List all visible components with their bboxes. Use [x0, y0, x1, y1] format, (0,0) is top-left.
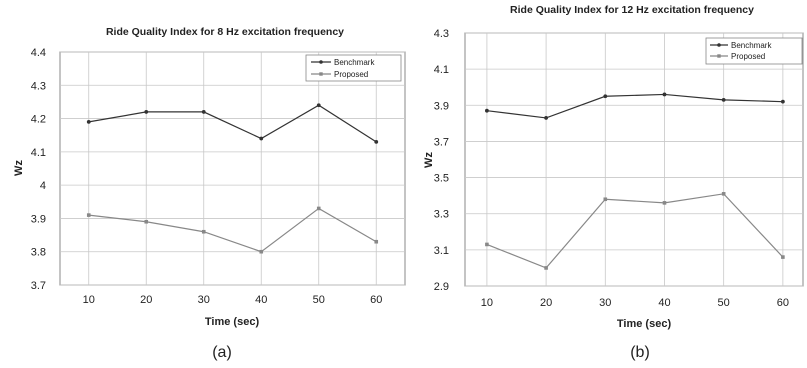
chart-b-proposed-line: [486, 193, 784, 269]
chart-b-benchmark-point-0: [485, 108, 489, 113]
chart-a-plot-area: [59, 51, 406, 286]
chart-b-plot-area: [464, 32, 804, 287]
chart-a-xtick-1: 20: [140, 294, 152, 306]
chart-b-ytick-labels: 2.9 3.1 3.3 3.5 3.7 3.9 4.1 4.3: [434, 28, 449, 293]
chart-b-legend-benchmark-label: Benchmark: [731, 41, 772, 50]
chart-b-ytick-2: 3.3: [434, 209, 449, 221]
chart-a-gridlines: [60, 51, 405, 286]
chart-a-xtick-3: 40: [255, 294, 267, 306]
chart-a-ytick-6: 4.3: [31, 80, 46, 92]
chart-b-legend: Benchmark Proposed: [705, 37, 803, 65]
chart-b-benchmark-point-3: [662, 92, 667, 97]
chart-b-ylabel: Wz: [423, 152, 435, 168]
chart-a-xtick-4: 50: [313, 294, 325, 306]
chart-b-ytick-1: 3.1: [434, 245, 449, 257]
chart-a-proposed-point-4: [316, 206, 321, 211]
chart-a-xtick-labels: 10 20 30 40 50 60: [83, 294, 383, 306]
chart-a-benchmark-point-5: [374, 139, 379, 144]
chart-a-legend-proposed-label: Proposed: [334, 70, 368, 79]
chart-a-proposed-point-2: [201, 229, 206, 234]
chart-a-proposed-line: [88, 207, 377, 253]
chart-b-proposed-point-2: [603, 197, 608, 202]
chart-a-proposed-point-3: [259, 249, 264, 254]
chart-a-benchmark-point-3: [259, 136, 264, 141]
chart-b-xtick-labels: 10 20 30 40 50 60: [481, 297, 789, 309]
chart-a-title: Ride Quality Index for 8 Hz excitation f…: [106, 26, 344, 38]
chart-a-xtick-5: 60: [370, 294, 382, 306]
chart-a-xtick-0: 10: [83, 294, 95, 306]
chart-b-xtick-3: 40: [658, 297, 670, 309]
chart-a-legend-proposed-marker: [319, 72, 323, 76]
chart-b-xtick-1: 20: [540, 297, 552, 309]
chart-b-ytick-3: 3.5: [434, 173, 449, 185]
chart-b-benchmark-point-2: [603, 94, 608, 99]
chart-b-proposed-point-3: [662, 201, 667, 205]
chart-b-ytick-0: 2.9: [434, 281, 449, 293]
chart-b-proposed-point-1: [544, 266, 548, 270]
chart-a-benchmark-point-1: [144, 110, 149, 114]
chart-a-ytick-labels: 3.7 3.8 3.9 4 4.1 4.2 4.3 4.4: [31, 47, 46, 292]
chart-a-ytick-4: 4.1: [31, 147, 46, 159]
chart-b-benchmark-line: [486, 93, 783, 119]
chart-a-ytick-0: 3.7: [31, 280, 46, 292]
chart-a-ytick-7: 4.4: [31, 47, 46, 59]
chart-b-ytick-7: 4.3: [434, 28, 449, 40]
chart-a-benchmark-point-4: [316, 103, 321, 108]
chart-b-xtick-5: 60: [777, 297, 789, 309]
chart-b-proposed-point-0: [485, 242, 489, 247]
chart-a-benchmark-point-0: [86, 120, 91, 124]
chart-a-proposed-point-0: [86, 213, 91, 217]
chart-a-legend-benchmark-label: Benchmark: [334, 58, 375, 67]
chart-a-xtick-2: 30: [198, 294, 210, 306]
chart-a-ytick-2: 3.9: [31, 213, 46, 225]
chart-b-benchmark-point-4: [721, 97, 726, 102]
chart-b-xtick-0: 10: [481, 297, 493, 309]
chart-b-gridlines: [465, 32, 803, 287]
chart-b-ytick-6: 4.1: [434, 64, 449, 76]
chart-a-proposed-point-5: [374, 239, 379, 244]
chart-a: Ride Quality Index for 8 Hz excitation f…: [13, 26, 406, 361]
chart-a-xlabel: Time (sec): [205, 316, 260, 328]
chart-a-ylabel: Wz: [13, 160, 25, 176]
chart-a-series: [86, 103, 379, 254]
chart-a-caption: (a): [212, 344, 232, 361]
chart-b-xtick-2: 30: [599, 297, 611, 309]
chart-b-proposed-point-5: [781, 255, 785, 259]
chart-b-xtick-4: 50: [718, 297, 730, 309]
chart-b-legend-benchmark-marker: [717, 43, 721, 47]
chart-b-caption: (b): [630, 344, 650, 361]
chart-b-series: [485, 92, 785, 270]
chart-a-benchmark-line: [88, 104, 377, 143]
chart-b-legend-proposed-marker: [717, 54, 721, 58]
chart-b-xlabel: Time (sec): [617, 318, 672, 330]
chart-a-ytick-5: 4.2: [31, 114, 46, 126]
chart-b-title: Ride Quality Index for 12 Hz excitation …: [510, 4, 754, 16]
chart-a-ytick-1: 3.8: [31, 247, 46, 259]
chart-b-ytick-5: 3.9: [434, 100, 449, 112]
chart-b: Ride Quality Index for 12 Hz excitation …: [423, 4, 804, 361]
chart-b-benchmark-point-5: [780, 99, 785, 104]
chart-a-legend-benchmark-marker: [319, 60, 323, 64]
chart-a-legend-box: [305, 54, 402, 82]
chart-a-proposed-point-1: [144, 219, 149, 224]
chart-a-legend: Benchmark Proposed: [305, 54, 402, 82]
chart-b-legend-proposed-label: Proposed: [731, 52, 765, 61]
chart-b-benchmark-point-1: [544, 116, 548, 120]
chart-b-ytick-4: 3.7: [434, 136, 449, 148]
chart-b-legend-box: [705, 37, 803, 65]
chart-a-ytick-3: 4: [40, 180, 46, 192]
chart-a-benchmark-point-2: [201, 110, 206, 114]
chart-b-proposed-point-4: [721, 192, 726, 196]
